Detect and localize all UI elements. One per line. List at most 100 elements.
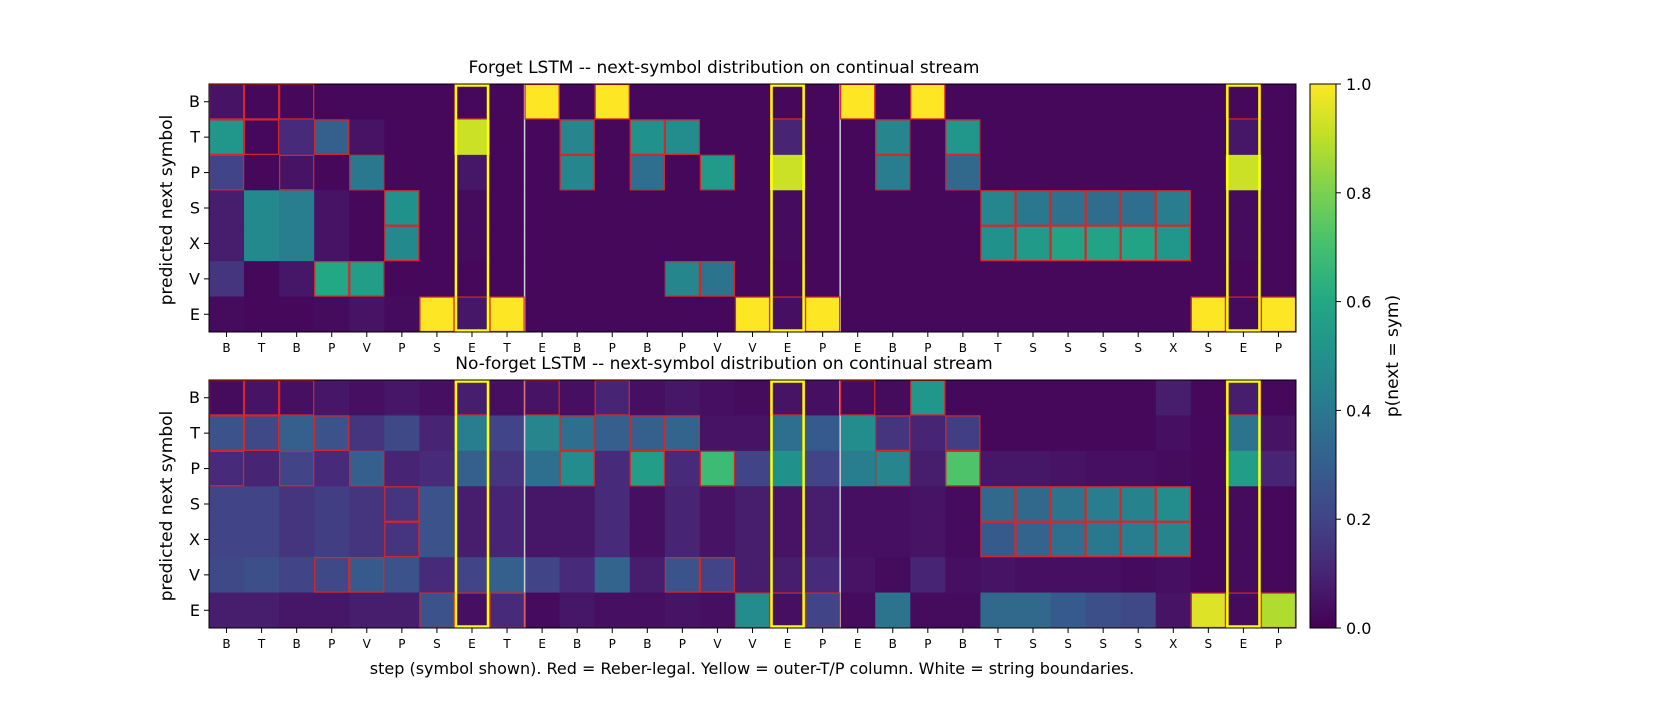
heatmap-cell (840, 296, 876, 333)
heatmap-cell (699, 380, 736, 416)
x-tick-label: P (924, 637, 931, 651)
heatmap-cell (840, 557, 876, 594)
heatmap-cell (910, 261, 946, 298)
reber-legal-outline (559, 450, 595, 487)
x-tick-label: B (573, 341, 581, 355)
heatmap-cell (1050, 415, 1087, 452)
heatmap-cell (454, 119, 491, 156)
reber-legal-outline (699, 261, 736, 297)
x-tick-label: V (748, 341, 757, 355)
heatmap-cell (945, 380, 981, 416)
heatmap-cell (1120, 557, 1157, 594)
heatmap-cell (1155, 486, 1192, 523)
no-forget-heatmap-cells (209, 380, 1297, 629)
heatmap-cell (664, 486, 701, 523)
heatmap-cell (1050, 450, 1087, 487)
heatmap-cell (980, 261, 1016, 298)
y-tick-label: E (190, 305, 200, 324)
heatmap-cell (279, 84, 315, 120)
heatmap-cell (384, 296, 420, 333)
heatmap-cell (910, 119, 946, 156)
heatmap-cell (699, 84, 736, 120)
heatmap-cell (244, 380, 280, 416)
heatmap-cell (875, 154, 911, 191)
heatmap-cell (1155, 521, 1192, 558)
heatmap-cell (629, 119, 666, 156)
heatmap-cell (629, 154, 666, 191)
heatmap-cell (1225, 190, 1262, 227)
heatmap-cell (1015, 154, 1052, 191)
heatmap-cell (454, 154, 491, 191)
heatmap-cell (1015, 450, 1052, 487)
heatmap-cell (770, 486, 806, 523)
x-tick-label: B (293, 637, 301, 651)
heatmap-cell (699, 521, 736, 558)
reber-legal-outline (314, 261, 350, 297)
heatmap-cell (349, 415, 385, 452)
heatmap-cell (384, 119, 420, 156)
heatmap-cell (805, 119, 841, 156)
heatmap-cell (1085, 154, 1122, 191)
heatmap-cell (209, 415, 245, 452)
heatmap-cell (1120, 225, 1157, 262)
heatmap-cell (454, 296, 491, 333)
heatmap-cell (419, 225, 455, 262)
heatmap-cell (349, 521, 385, 558)
heatmap-cell (349, 225, 385, 262)
heatmap-cell (1155, 592, 1192, 629)
x-tick-label: V (363, 637, 372, 651)
x-tick-label: T (502, 341, 511, 355)
reber-legal-outline (559, 415, 595, 451)
x-tick-label: B (889, 341, 897, 355)
heatmap-cell (629, 486, 666, 523)
heatmap-cell (805, 225, 841, 262)
heatmap-cell (244, 557, 280, 594)
heatmap-cell (384, 190, 420, 227)
heatmap-cell (489, 190, 526, 227)
heatmap-cell (734, 154, 771, 191)
reber-legal-outline (1050, 225, 1086, 262)
heatmap-cell (384, 261, 420, 298)
heatmap-cell (734, 296, 771, 333)
x-tick-label: E (468, 341, 476, 355)
heatmap-cell (279, 380, 315, 416)
x-tick-label: S (1064, 637, 1072, 651)
heatmap-cell (734, 380, 771, 416)
x-tick-label: P (1275, 341, 1282, 355)
x-tick-label: S (1099, 341, 1107, 355)
heatmap-cell (980, 450, 1016, 487)
heatmap-cell (664, 119, 701, 156)
heatmap-cell (945, 486, 981, 523)
heatmap-cell (384, 225, 420, 262)
reber-legal-outline (664, 557, 701, 593)
y-tick-label: V (189, 269, 200, 288)
heatmap-cell (594, 450, 631, 487)
heatmap-cell (419, 190, 455, 227)
heatmap-cell (1225, 154, 1262, 191)
heatmap-cell (1260, 225, 1297, 262)
x-tick-label: S (433, 637, 441, 651)
heatmap-cell (1015, 190, 1052, 227)
heatmap-cell (840, 592, 876, 629)
heatmap-cell (980, 521, 1016, 558)
heatmap-cell (524, 296, 561, 333)
heatmap-cell (349, 557, 385, 594)
heatmap-cell (805, 450, 841, 487)
heatmap-cell (664, 415, 701, 452)
heatmap-cell (1120, 261, 1157, 298)
colorbar-label: p(next = sym) (1383, 295, 1403, 417)
heatmap-cell (1260, 450, 1297, 487)
reber-legal-outline (629, 154, 665, 191)
heatmap-cell (734, 450, 771, 487)
heatmap-cell (419, 84, 455, 120)
heatmap-cell (524, 450, 561, 487)
heatmap-cell (419, 261, 455, 298)
heatmap-cell (524, 84, 561, 120)
heatmap-cell (1225, 225, 1262, 262)
heatmap-cell (945, 84, 981, 120)
heatmap-cell (1225, 415, 1262, 452)
y-tick-label: V (189, 565, 200, 584)
reber-legal-outline (664, 119, 701, 155)
